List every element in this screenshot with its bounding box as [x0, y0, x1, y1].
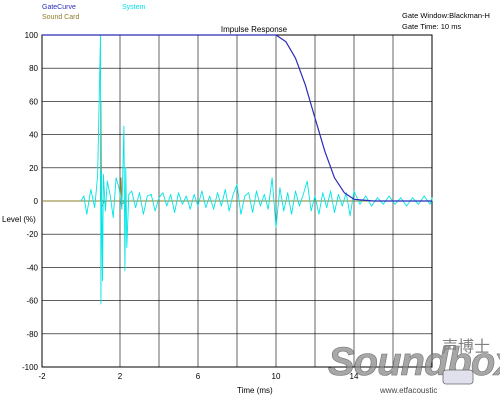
watermark-site: www.etfacoustic [379, 386, 437, 395]
y-tick-label: -40 [26, 263, 38, 272]
x-tick-label: 2 [118, 372, 123, 381]
y-tick-label: -100 [22, 363, 39, 372]
x-tick-labels: -2 2 6 10 14 [38, 372, 359, 381]
x-tick-label: -2 [38, 372, 46, 381]
y-tick-label: 40 [29, 131, 38, 140]
series-line-system [80, 34, 433, 305]
y-tick-label: 60 [29, 97, 38, 106]
x-tick-label: 6 [196, 372, 201, 381]
gate-time-label: Gate Time: 10 ms [402, 22, 461, 31]
chart-title: Impulse Response [221, 25, 288, 34]
y-tick-label: 100 [25, 31, 39, 40]
soundbox-logo: Soundbox 声博士 www.etfacoustic [328, 337, 500, 395]
legend-system: System [122, 4, 146, 11]
legend: GateCurve System Sound Card [42, 4, 146, 21]
watermark-emblem [442, 369, 474, 385]
y-tick-label: -80 [26, 330, 38, 339]
x-axis-label: Time (ms) [237, 386, 273, 395]
series-lines [42, 34, 433, 305]
x-tick-label: 10 [272, 372, 281, 381]
y-tick-label: 20 [29, 164, 38, 173]
legend-gate-curve: GateCurve [42, 4, 76, 11]
y-tick-label: 0 [34, 197, 39, 206]
grid-lines [41, 34, 432, 368]
y-tick-label: 80 [29, 64, 38, 73]
y-tick-label: -60 [26, 297, 38, 306]
legend-sound-card: Sound Card [42, 14, 79, 21]
y-tick-label: -20 [26, 230, 38, 239]
gate-window-label: Gate Window:Blackman-H [402, 11, 490, 20]
y-tick-labels: -100 -80 -60 -40 -20 0 20 40 60 80 100 [22, 31, 39, 372]
x-tick-label: 14 [350, 372, 359, 381]
series-line-gatecurve [42, 34, 432, 202]
watermark-chinese: 声博士 [442, 337, 490, 356]
y-axis-label: Level (%) [2, 215, 36, 224]
